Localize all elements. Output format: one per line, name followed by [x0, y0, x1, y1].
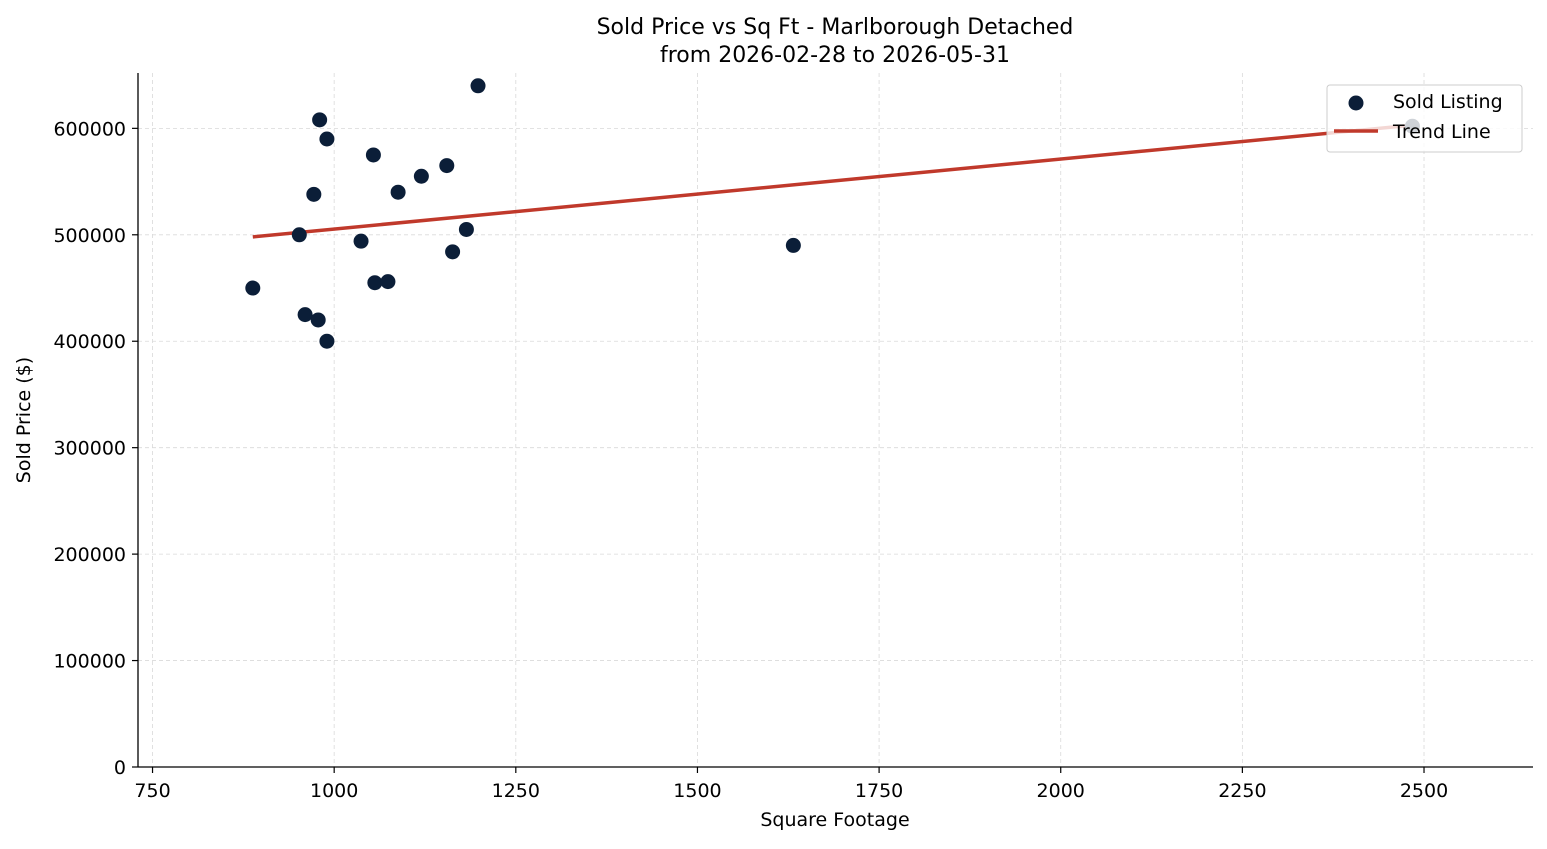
data-point — [319, 333, 335, 349]
y-axis-label: Sold Price ($) — [13, 357, 35, 483]
data-point — [310, 312, 326, 328]
data-point — [439, 158, 455, 174]
legend-marker-sold-listing — [1348, 95, 1364, 111]
chart-subtitle: from 2026-02-28 to 2026-05-31 — [660, 43, 1010, 68]
x-tick-label: 1500 — [673, 780, 721, 802]
legend-label-sold-listing: Sold Listing — [1393, 91, 1503, 113]
y-tick-label: 500000 — [53, 225, 126, 247]
data-point — [785, 237, 801, 253]
x-tick-label: 750 — [134, 780, 170, 802]
trend-line-layer — [252, 123, 1413, 239]
x-tick-label: 2250 — [1218, 780, 1266, 802]
data-point — [413, 168, 429, 184]
x-tick-label: 2000 — [1037, 780, 1085, 802]
data-point — [306, 186, 322, 202]
data-point — [367, 275, 383, 291]
x-tick-label: 2500 — [1400, 780, 1448, 802]
data-point — [470, 78, 486, 94]
y-tick-label: 0 — [114, 757, 126, 779]
y-tick-label: 400000 — [53, 331, 126, 353]
x-tick-label: 1750 — [855, 780, 903, 802]
chart-title: Sold Price vs Sq Ft - Marlborough Detach… — [597, 15, 1074, 40]
data-point — [445, 244, 461, 260]
data-point — [245, 280, 261, 296]
y-tick-label: 100000 — [53, 651, 126, 673]
x-axis-label: Square Footage — [760, 809, 909, 831]
data-point — [291, 227, 307, 243]
data-point — [297, 307, 313, 323]
trend-line — [252, 123, 1413, 239]
data-point — [365, 147, 381, 163]
legend: Sold Listing Trend Line — [1326, 84, 1523, 153]
y-tick-label: 200000 — [53, 544, 126, 566]
data-point — [319, 131, 335, 147]
data-point — [312, 112, 328, 128]
grid-lines — [138, 73, 1533, 768]
x-tick-label: 1000 — [310, 780, 358, 802]
legend-box — [1326, 84, 1523, 153]
legend-label-trend-line: Trend Line — [1392, 121, 1491, 143]
tick-labels: 750 1000 1250 1500 1750 2000 2250 2500 0 100000 20… — [53, 118, 1448, 802]
x-tick-label: 1250 — [492, 780, 540, 802]
scatter-points — [245, 78, 1420, 349]
y-tick-label: 300000 — [53, 438, 126, 460]
data-point — [353, 233, 369, 249]
data-point — [390, 184, 406, 200]
axes — [137, 73, 1533, 768]
y-tick-label: 600000 — [53, 118, 126, 140]
data-point — [458, 221, 474, 237]
data-point — [380, 274, 396, 290]
